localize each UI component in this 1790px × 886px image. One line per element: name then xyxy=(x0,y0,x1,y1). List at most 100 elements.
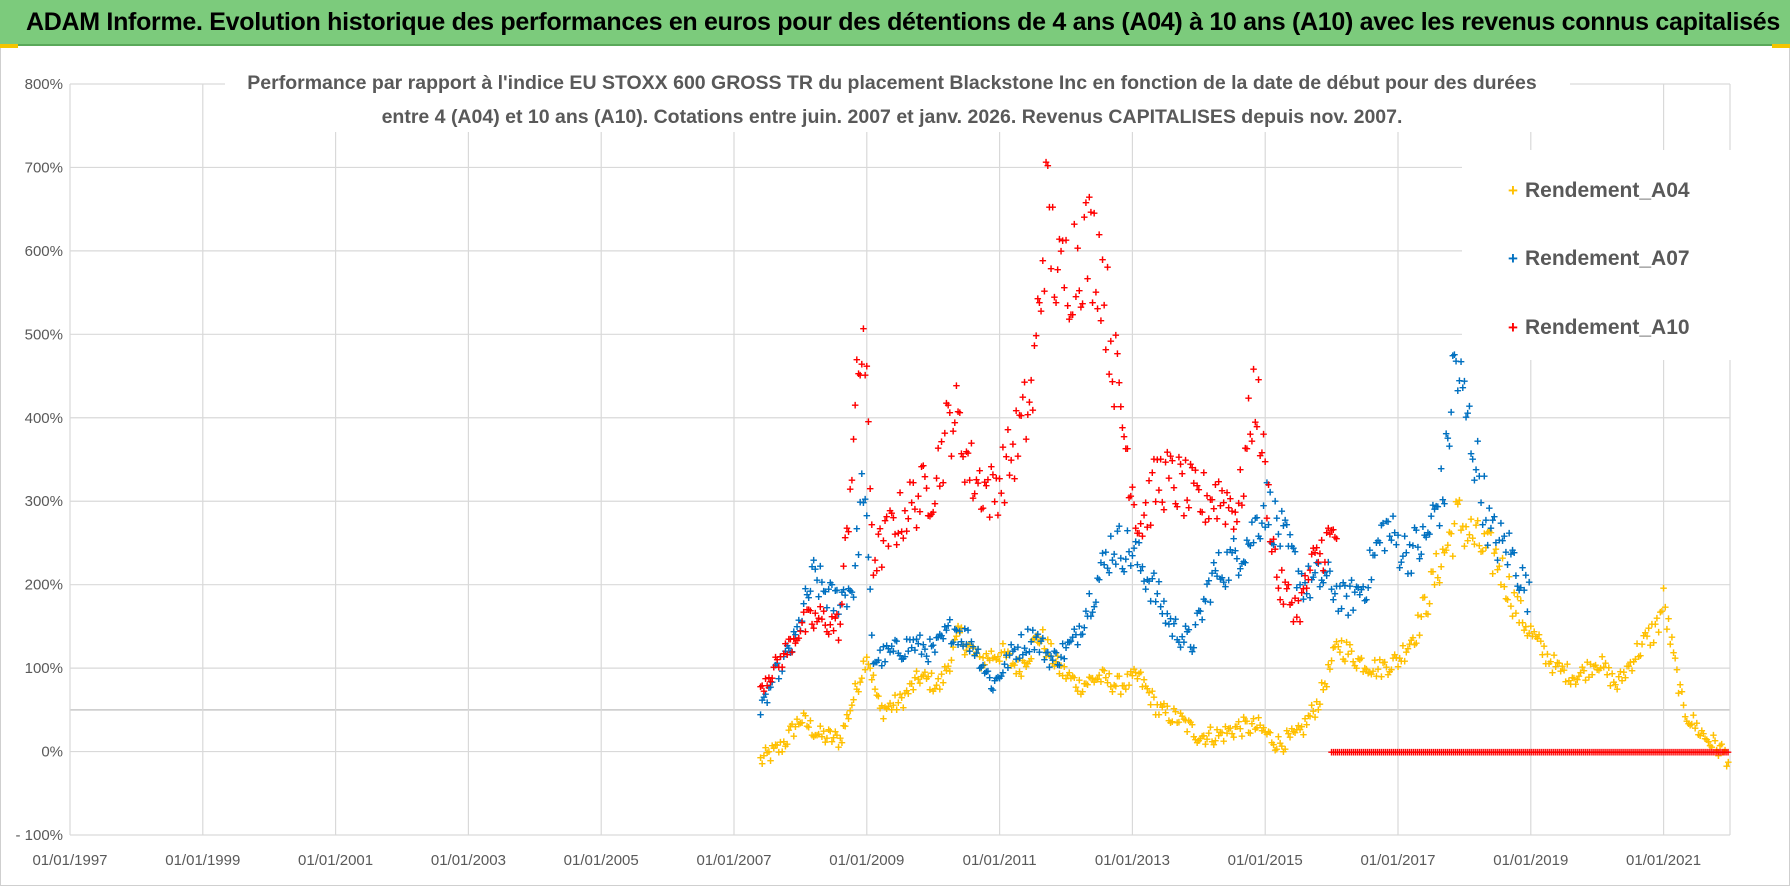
data-point: + xyxy=(1331,639,1339,654)
data-point: + xyxy=(1437,559,1445,574)
series-rendement-a07: ++++++++++++++++++++++++++++++++++++++++… xyxy=(757,347,1534,722)
data-point: + xyxy=(1271,742,1279,757)
data-point: + xyxy=(1192,732,1200,747)
data-point: + xyxy=(840,582,848,597)
data-point: + xyxy=(1127,558,1135,573)
data-point: + xyxy=(1316,579,1324,594)
data-point: + xyxy=(868,517,876,532)
data-point: + xyxy=(1457,523,1465,538)
data-point: + xyxy=(803,602,811,617)
data-point: + xyxy=(1515,583,1523,598)
data-point: + xyxy=(1509,608,1517,623)
data-point: + xyxy=(880,639,888,654)
data-point: + xyxy=(783,638,791,653)
data-point: + xyxy=(1260,427,1268,442)
data-point: + xyxy=(1459,518,1467,533)
data-point: + xyxy=(1217,724,1225,739)
data-point: + xyxy=(1099,252,1107,267)
data-point: + xyxy=(1640,745,1648,760)
data-point: + xyxy=(1574,745,1582,760)
data-point: + xyxy=(1517,593,1525,608)
data-point: + xyxy=(1145,473,1153,488)
data-point: + xyxy=(909,475,917,490)
data-point: + xyxy=(1213,569,1221,584)
data-point: + xyxy=(1318,572,1326,587)
data-point: + xyxy=(1225,572,1233,587)
data-point: + xyxy=(1087,670,1095,685)
data-point: + xyxy=(1383,514,1391,529)
data-point: + xyxy=(1197,504,1205,519)
data-point: + xyxy=(1461,539,1469,554)
series-rendement-a10-zero-segment: ++++++++++++++++++++++++++++++++++++++++… xyxy=(1328,745,1732,760)
data-point: + xyxy=(1706,745,1714,760)
data-point: + xyxy=(780,649,788,664)
data-point: + xyxy=(1281,575,1289,590)
data-point: + xyxy=(1556,745,1564,760)
data-point: + xyxy=(1349,603,1357,618)
data-point: + xyxy=(1144,572,1152,587)
data-point: + xyxy=(943,663,951,678)
data-point: + xyxy=(1398,745,1406,760)
data-point: + xyxy=(903,683,911,698)
data-point: + xyxy=(1077,687,1085,702)
data-point: + xyxy=(802,708,810,723)
data-point: + xyxy=(1378,745,1386,760)
data-point: + xyxy=(1484,745,1492,760)
data-point: + xyxy=(896,648,904,663)
data-point: + xyxy=(775,745,783,760)
data-point: + xyxy=(1175,634,1183,649)
data-point: + xyxy=(1057,650,1065,665)
data-point: + xyxy=(1698,723,1706,738)
data-point: + xyxy=(1676,677,1684,692)
data-point: + xyxy=(880,533,888,548)
data-point: + xyxy=(1626,745,1634,760)
data-point: + xyxy=(1384,745,1392,760)
data-point: + xyxy=(1668,629,1676,644)
data-point: + xyxy=(1223,485,1231,500)
y-tick-label: 700% xyxy=(25,159,63,176)
data-point: + xyxy=(1140,672,1148,687)
data-point: + xyxy=(906,632,914,647)
data-point: + xyxy=(896,686,904,701)
data-point: + xyxy=(1238,729,1246,744)
data-point: + xyxy=(919,458,927,473)
data-point: + xyxy=(992,471,1000,486)
data-point: + xyxy=(1620,665,1628,680)
data-point: + xyxy=(988,459,996,474)
data-point: + xyxy=(1085,189,1093,204)
data-point: + xyxy=(1051,658,1059,673)
data-point: + xyxy=(1374,533,1382,548)
data-point: + xyxy=(1326,527,1334,542)
data-point: + xyxy=(1508,745,1516,760)
data-point: + xyxy=(1333,531,1341,546)
data-point: + xyxy=(1635,649,1643,664)
data-point: + xyxy=(994,508,1002,523)
data-point: + xyxy=(1684,745,1692,760)
data-point: + xyxy=(976,649,984,664)
data-point: + xyxy=(1034,627,1042,642)
data-point: + xyxy=(1336,645,1344,660)
data-point: + xyxy=(782,636,790,651)
data-point: + xyxy=(959,639,967,654)
x-tick-label: 01/01/2005 xyxy=(564,852,639,869)
data-point: + xyxy=(1310,541,1318,556)
data-point: + xyxy=(817,599,825,614)
data-point: + xyxy=(1323,568,1331,583)
data-point: + xyxy=(1704,745,1712,760)
data-point: + xyxy=(807,583,815,598)
data-point: + xyxy=(996,471,1004,486)
data-point: + xyxy=(835,632,843,647)
data-point: + xyxy=(1120,678,1128,693)
data-point: + xyxy=(1368,666,1376,681)
data-point: + xyxy=(1022,645,1030,660)
data-point: + xyxy=(795,630,803,645)
data-point: + xyxy=(1393,537,1401,552)
data-point: + xyxy=(1173,632,1181,647)
data-point: + xyxy=(1155,574,1163,589)
data-point: + xyxy=(773,655,781,670)
data-point: + xyxy=(1200,728,1208,743)
data-point: + xyxy=(1547,654,1555,669)
data-point: + xyxy=(997,668,1005,683)
data-point: + xyxy=(1064,668,1072,683)
data-point: + xyxy=(1232,505,1240,520)
